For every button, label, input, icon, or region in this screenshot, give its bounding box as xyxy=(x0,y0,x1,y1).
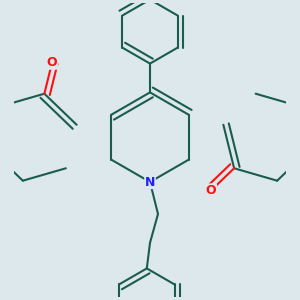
Text: O: O xyxy=(47,56,57,69)
Text: N: N xyxy=(145,176,155,188)
Text: O: O xyxy=(206,184,216,197)
